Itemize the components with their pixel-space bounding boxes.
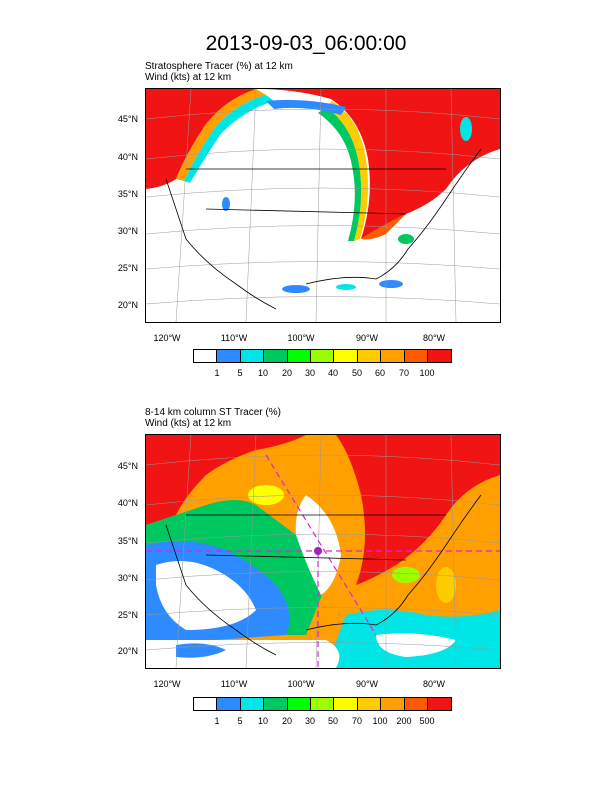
panel1-lat-label: 45°N — [117, 114, 138, 124]
panel2-map-svg — [146, 435, 500, 668]
panel2-colorbar-label: 100 — [372, 716, 388, 726]
panel2-lat-label: 20°N — [117, 646, 138, 656]
panel2-subtitle-2: Wind (kts) at 12 km — [145, 418, 232, 429]
panel1-map — [145, 88, 501, 323]
panel2-colorbar-label: 70 — [351, 716, 362, 726]
panel1-colorbar-label: 10 — [257, 368, 268, 378]
panel1-colorbar-label: 20 — [281, 368, 292, 378]
panel2-colorbar-label: 30 — [304, 716, 315, 726]
panel1-colorbar-label: 40 — [327, 368, 338, 378]
panel1-subtitle-1: Stratosphere Tracer (%) at 12 km — [145, 61, 293, 72]
panel2-map — [145, 434, 501, 669]
panel1-subtitle-2: Wind (kts) at 12 km — [145, 72, 232, 83]
figure-title: 2013-09-03_06:00:00 — [205, 32, 407, 55]
panel1-lat-label: 30°N — [117, 226, 138, 236]
panel2-subtitle-1: 8-14 km column ST Tracer (%) — [145, 407, 281, 418]
panel2-colorbar — [193, 697, 453, 711]
panel1-lon-label: 90°W — [355, 333, 379, 343]
panel1-lon-label: 80°W — [422, 333, 446, 343]
panel1-lat-label: 20°N — [117, 300, 138, 310]
panel2-lat-label: 45°N — [117, 461, 138, 471]
panel2-lon-label: 100°W — [287, 679, 315, 689]
panel2-lat-label: 40°N — [117, 498, 138, 508]
panel2-colorbar-label: 50 — [327, 716, 338, 726]
panel2-lat-label: 25°N — [117, 610, 138, 620]
panel1-colorbar — [193, 349, 453, 363]
panel2-colorbar-label: 1 — [214, 716, 220, 726]
panel1-lon-label: 100°W — [287, 333, 315, 343]
panel1-map-svg — [146, 89, 500, 322]
panel2-colorbar-label: 10 — [257, 716, 268, 726]
panel1-colorbar-label: 30 — [304, 368, 315, 378]
panel1-colorbar-label: 5 — [237, 368, 243, 378]
panel1-colorbar-label: 60 — [374, 368, 385, 378]
panel2-lat-label: 30°N — [117, 573, 138, 583]
panel2-lon-label: 80°W — [422, 679, 446, 689]
panel2-lon-label: 90°W — [355, 679, 379, 689]
panel1-colorbar-label: 100 — [419, 368, 435, 378]
panel2-lat-label: 35°N — [117, 536, 138, 546]
panel2-lon-label: 110°W — [220, 679, 248, 689]
panel1-lon-label: 120°W — [153, 333, 181, 343]
panel2-colorbar-label: 200 — [396, 716, 412, 726]
panel1-lon-label: 110°W — [220, 333, 248, 343]
panel1-lat-label: 35°N — [117, 189, 138, 199]
panel1-colorbar-label: 1 — [214, 368, 220, 378]
panel1-colorbar-label: 70 — [398, 368, 409, 378]
panel2-lon-label: 120°W — [153, 679, 181, 689]
panel1-lat-label: 40°N — [117, 152, 138, 162]
panel2-colorbar-label: 500 — [419, 716, 435, 726]
panel1-colorbar-label: 50 — [351, 368, 362, 378]
panel2-colorbar-label: 20 — [281, 716, 292, 726]
panel2-colorbar-label: 5 — [237, 716, 243, 726]
panel1-lat-label: 25°N — [117, 263, 138, 273]
